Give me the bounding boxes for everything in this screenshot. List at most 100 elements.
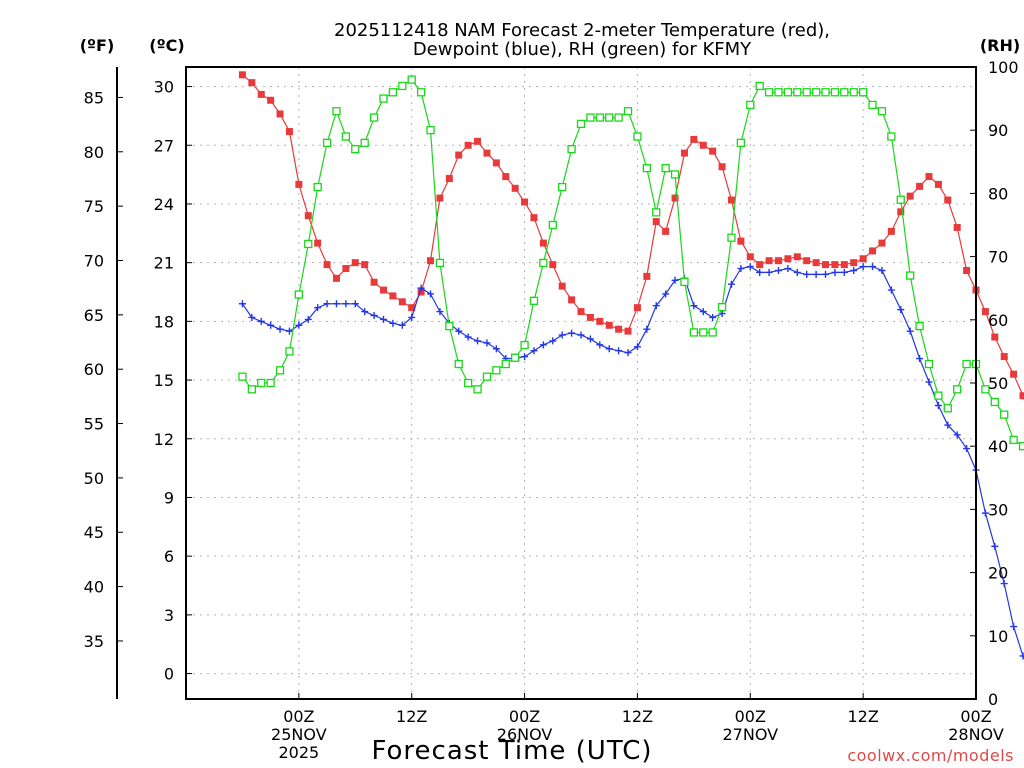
celsius-tick-label: 15	[154, 371, 174, 390]
data-point	[586, 113, 595, 122]
data-point	[417, 288, 425, 296]
data-point	[831, 261, 839, 269]
rh-tick-label: 30	[988, 500, 1008, 519]
data-point	[408, 313, 416, 321]
data-point	[633, 304, 641, 312]
x-tick-label-line: 12Z	[396, 707, 427, 726]
data-point	[991, 542, 999, 550]
data-point	[793, 88, 802, 97]
data-point	[727, 233, 736, 242]
celsius-tick-label: 6	[164, 547, 174, 566]
celsius-tick-label: 9	[164, 488, 174, 507]
data-point	[718, 163, 726, 171]
data-point	[793, 253, 801, 261]
data-point	[483, 339, 491, 347]
series-relative-humidity	[238, 75, 1024, 451]
fahrenheit-unit-label: (ºF)	[80, 36, 115, 55]
data-point	[1010, 623, 1018, 631]
data-point	[332, 300, 340, 308]
data-point	[850, 259, 858, 267]
data-point	[530, 347, 538, 355]
data-point	[314, 304, 322, 312]
data-point	[605, 113, 614, 122]
x-tick-label: 00Z 26NOV	[497, 707, 553, 744]
data-point	[304, 239, 313, 249]
data-point	[482, 372, 492, 381]
data-point	[285, 327, 293, 335]
data-point	[963, 266, 971, 274]
data-point	[1010, 370, 1018, 378]
series-line	[241, 265, 1024, 659]
data-point	[784, 265, 792, 273]
data-point	[257, 378, 266, 388]
data-point	[435, 258, 445, 268]
chart-title-line-1: 2025112418 NAM Forecast 2-meter Temperat…	[334, 20, 830, 41]
plot-frame	[185, 66, 977, 700]
data-point	[962, 359, 971, 369]
data-point	[370, 278, 378, 286]
data-point	[709, 313, 717, 321]
data-point	[689, 328, 699, 337]
data-point	[709, 147, 717, 155]
data-point	[370, 311, 378, 319]
data-point	[1009, 435, 1018, 445]
data-point	[803, 257, 811, 265]
rh-tick-label: 80	[988, 184, 1008, 203]
data-point	[474, 337, 482, 345]
fahrenheit-tick-label: 70	[84, 251, 104, 270]
data-point	[661, 163, 670, 173]
fahrenheit-tick-label: 45	[84, 523, 104, 542]
celsius-tick-label: 18	[154, 312, 174, 331]
data-point	[596, 341, 604, 349]
data-point	[455, 151, 463, 159]
data-point	[662, 227, 670, 235]
data-point	[596, 317, 604, 325]
data-point	[822, 270, 830, 278]
data-point	[314, 239, 322, 247]
data-point	[417, 284, 425, 292]
data-point	[539, 341, 547, 349]
data-point	[944, 196, 952, 204]
x-tick-label: 00Z 25NOV 2025	[271, 707, 327, 762]
x-tick-label: 00Z 28NOV	[948, 707, 1004, 744]
data-point	[342, 265, 350, 273]
data-point	[934, 180, 942, 188]
x-tick-label: 12Z	[396, 707, 427, 726]
credit-link[interactable]: coolwx.com/models	[847, 746, 1014, 765]
data-point	[737, 237, 745, 245]
rh-tick-label: 20	[988, 564, 1008, 583]
data-point	[389, 319, 397, 327]
data-point	[539, 239, 547, 247]
data-point	[633, 132, 642, 141]
data-point	[774, 88, 783, 97]
data-point	[521, 198, 529, 206]
data-point	[812, 259, 820, 267]
data-point	[445, 175, 453, 183]
data-point	[416, 88, 426, 97]
series-line	[241, 78, 1024, 447]
series-dewpoint	[238, 263, 1024, 660]
data-point	[276, 325, 284, 333]
data-point	[869, 263, 877, 271]
fahrenheit-tick-label: 40	[84, 578, 104, 597]
data-point	[605, 321, 613, 329]
celsius-unit-label: (ºC)	[149, 36, 184, 55]
rh-tick-label: 10	[988, 627, 1008, 646]
data-point	[623, 107, 633, 116]
data-point	[1000, 410, 1009, 419]
data-point	[576, 119, 586, 129]
data-point	[699, 308, 707, 316]
rh-tick-label: 90	[988, 121, 1008, 140]
data-point	[342, 300, 350, 308]
data-point	[990, 397, 999, 407]
data-point	[699, 141, 707, 149]
data-point	[454, 359, 463, 369]
x-tick-label-line: 26NOV	[497, 725, 553, 744]
data-point	[332, 107, 341, 116]
data-point	[755, 81, 764, 91]
data-point	[492, 366, 501, 375]
data-point	[934, 391, 943, 400]
data-point	[680, 277, 689, 287]
data-point	[671, 194, 679, 202]
data-point	[511, 184, 519, 192]
